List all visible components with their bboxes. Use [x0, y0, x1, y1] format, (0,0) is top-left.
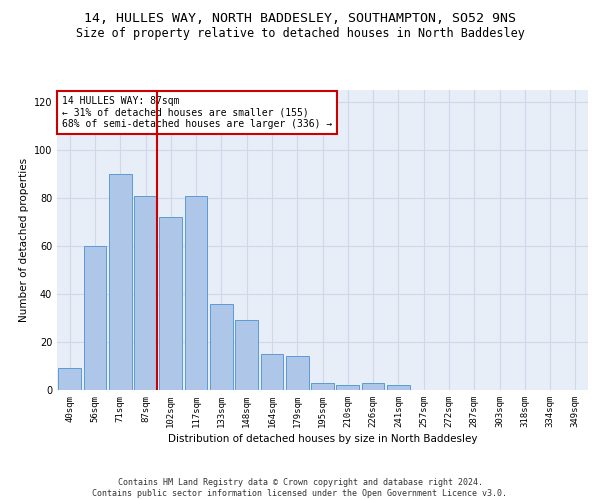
Bar — [286, 356, 308, 390]
Text: 14, HULLES WAY, NORTH BADDESLEY, SOUTHAMPTON, SO52 9NS: 14, HULLES WAY, NORTH BADDESLEY, SOUTHAM… — [84, 12, 516, 26]
Bar — [387, 385, 410, 390]
Bar — [260, 354, 283, 390]
Text: Contains HM Land Registry data © Crown copyright and database right 2024.
Contai: Contains HM Land Registry data © Crown c… — [92, 478, 508, 498]
Bar — [83, 246, 106, 390]
Bar — [235, 320, 258, 390]
Bar — [210, 304, 233, 390]
Y-axis label: Number of detached properties: Number of detached properties — [19, 158, 29, 322]
Bar — [337, 385, 359, 390]
Bar — [311, 383, 334, 390]
Bar — [109, 174, 131, 390]
X-axis label: Distribution of detached houses by size in North Baddesley: Distribution of detached houses by size … — [168, 434, 477, 444]
Bar — [134, 196, 157, 390]
Text: 14 HULLES WAY: 87sqm
← 31% of detached houses are smaller (155)
68% of semi-deta: 14 HULLES WAY: 87sqm ← 31% of detached h… — [62, 96, 332, 129]
Text: Size of property relative to detached houses in North Baddesley: Size of property relative to detached ho… — [76, 28, 524, 40]
Bar — [58, 368, 81, 390]
Bar — [185, 196, 208, 390]
Bar — [362, 383, 385, 390]
Bar — [160, 217, 182, 390]
